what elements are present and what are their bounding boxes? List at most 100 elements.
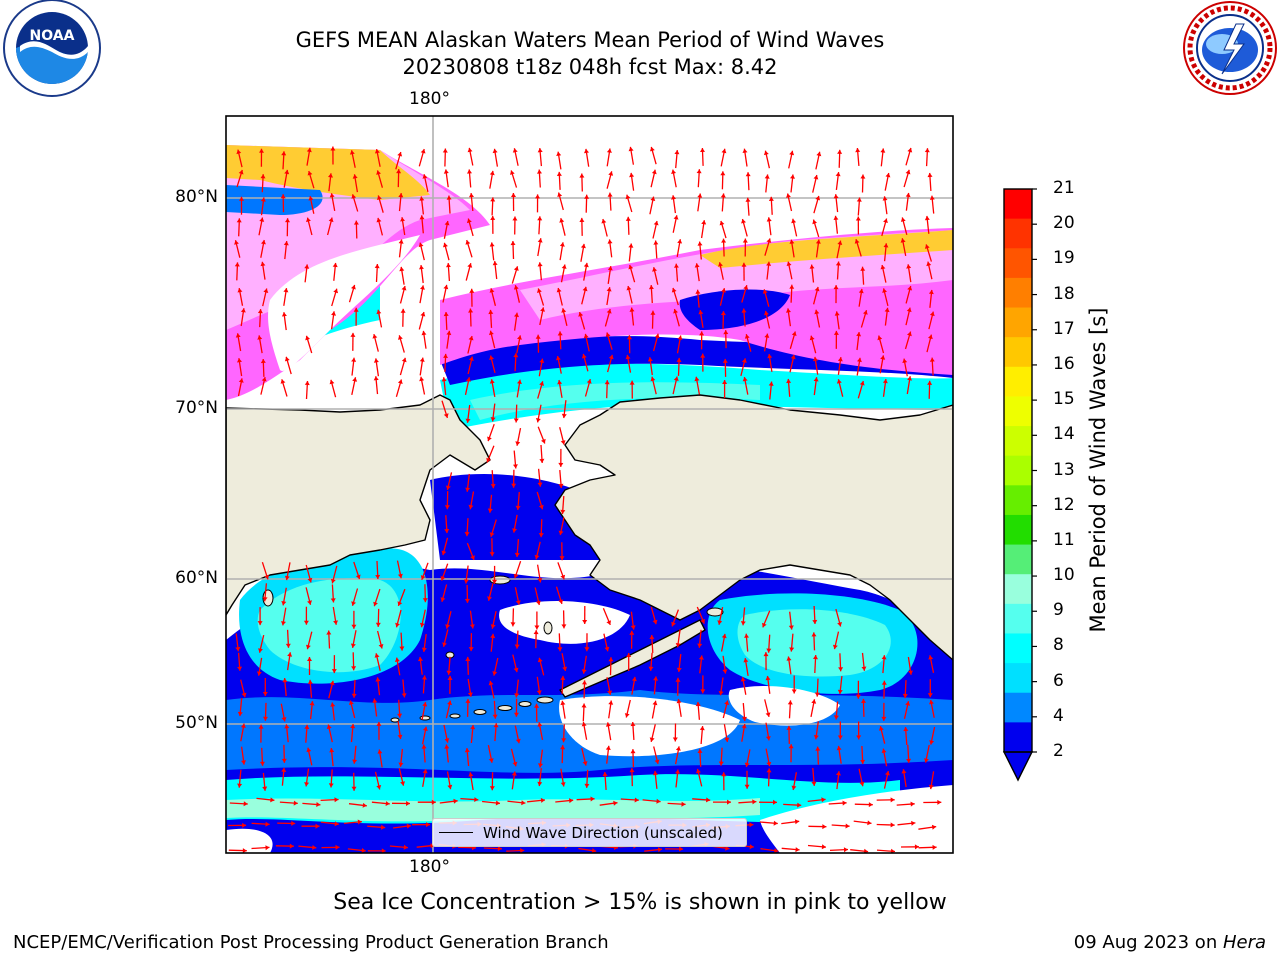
wind-wave-arrowhead [237,711,243,717]
wind-wave-arrowhead [465,487,471,492]
wind-wave-arrowhead [513,285,519,290]
wind-wave-arrowhead [372,334,378,339]
legend-line-icon [439,832,473,833]
wind-wave-arrowhead [673,376,679,381]
colorbar-tick-label: 16 [1053,353,1075,374]
wind-wave-arrowhead [236,149,242,155]
colorbar-segment [1004,277,1032,309]
wind-wave-arrowhead [441,377,447,382]
wind-wave-arrowhead [787,700,793,705]
wind-wave-arrowhead [353,220,359,225]
wind-wave-arrowhead [836,745,842,751]
colorbar-tick-label: 15 [1053,389,1075,410]
wind-wave-arrowhead [403,844,408,850]
wind-wave-arrowhead [464,748,470,753]
wind-wave-arrowhead [281,151,287,156]
wind-wave-arrowhead [283,241,289,246]
wind-wave-arrowhead [727,799,731,805]
wind-wave-arrowhead [376,309,382,315]
wind-wave-arrowhead [421,647,427,652]
wind-wave-arrowhead [270,797,275,803]
wind-wave-arrowhead [257,621,263,626]
wind-wave-arrowhead [560,782,566,787]
wind-wave-arrowhead [533,630,539,635]
wind-wave-arrowhead [877,335,883,341]
wind-wave-arrowhead [626,286,632,291]
wind-wave-arrowhead [397,601,403,606]
lon-label-bottom: 180° [409,857,450,877]
wind-wave-arrowhead [440,597,446,602]
wind-wave-arrowhead [673,215,679,220]
wind-wave-arrowhead [467,692,473,697]
wind-wave-arrowhead [376,785,382,790]
wind-wave-arrowhead [706,797,711,803]
colorbar-tick-label: 13 [1053,459,1075,480]
wind-wave-arrowhead [447,784,453,790]
wind-wave-arrowhead [628,264,634,270]
wind-wave-arrowhead [880,355,886,360]
wind-wave-arrowhead [676,699,682,704]
wind-wave-arrowhead [406,823,411,829]
wind-wave-arrowhead [265,845,270,851]
wind-wave-arrowhead [910,801,915,807]
wind-wave-arrowhead [262,786,268,791]
wind-wave-arrowhead [535,334,541,339]
wind-wave-arrowhead [265,821,270,827]
wind-wave-arrowhead [906,307,912,313]
wind-wave-arrowhead [335,844,340,850]
wind-wave-arrowhead [681,801,686,807]
wind-wave-arrowhead [420,285,425,290]
lon-label-top: 180° [409,89,450,109]
wind-wave-arrowhead [490,417,496,422]
wind-wave-arrowhead [583,333,589,339]
wind-wave-arrowhead [719,220,725,226]
wind-wave-arrowhead [444,529,450,534]
wind-wave-arrowhead [262,597,268,602]
wind-wave-arrowhead [907,331,912,337]
wind-wave-arrowhead [355,574,361,580]
colorbar-segment [1004,574,1032,605]
wind-wave-arrowhead [657,847,663,853]
wind-wave-arrowhead [515,441,521,446]
wind-wave-arrowhead [284,169,290,175]
wind-wave-arrowhead [240,308,246,313]
wind-wave-arrowhead [331,311,336,316]
wind-wave-arrowhead [559,556,565,561]
wind-wave-arrowhead [907,147,913,153]
colorbar-extend-triangle [1002,751,1034,782]
wind-wave-arrowhead [789,284,795,289]
wind-wave-arrowhead [648,666,654,671]
wind-wave-arrowhead [797,802,802,808]
wind-wave-arrowhead [880,265,886,270]
wind-wave-arrowhead [812,619,818,624]
wind-wave-arrowhead [539,358,545,363]
wind-wave-arrowhead [394,657,400,662]
wind-wave-arrowhead [280,379,286,384]
wind-wave-arrowhead [538,533,544,538]
wind-wave-arrowhead [446,263,451,268]
wind-wave-arrowhead [742,238,748,243]
wind-wave-arrowhead [329,680,335,686]
wind-wave-arrowhead [907,286,913,291]
wind-wave-arrowhead [465,656,471,661]
colorbar-segment [1004,366,1032,397]
wind-wave-arrowhead [258,724,264,729]
wind-wave-arrowhead [489,355,494,360]
wind-wave-arrowhead [697,241,703,246]
wind-wave-arrowhead [928,784,934,790]
wind-wave-arrowhead [469,624,475,629]
wind-wave-arrowhead [262,692,268,696]
wind-wave-arrowhead [836,379,842,384]
wind-wave-arrowhead [786,193,791,198]
wind-wave-arrowhead [814,309,820,315]
wind-wave-arrowhead [700,618,705,624]
wind-wave-arrowhead [514,644,520,649]
wind-wave-arrowhead [586,379,592,384]
wind-wave-arrowhead [444,738,450,743]
wind-wave-arrowhead [581,353,587,359]
wind-wave-arrowhead [492,714,498,719]
colorbar-segment [1004,218,1032,249]
wind-wave-arrowhead [837,622,842,627]
wind-wave-arrowhead [928,334,933,340]
wind-wave-arrowhead [307,171,313,176]
